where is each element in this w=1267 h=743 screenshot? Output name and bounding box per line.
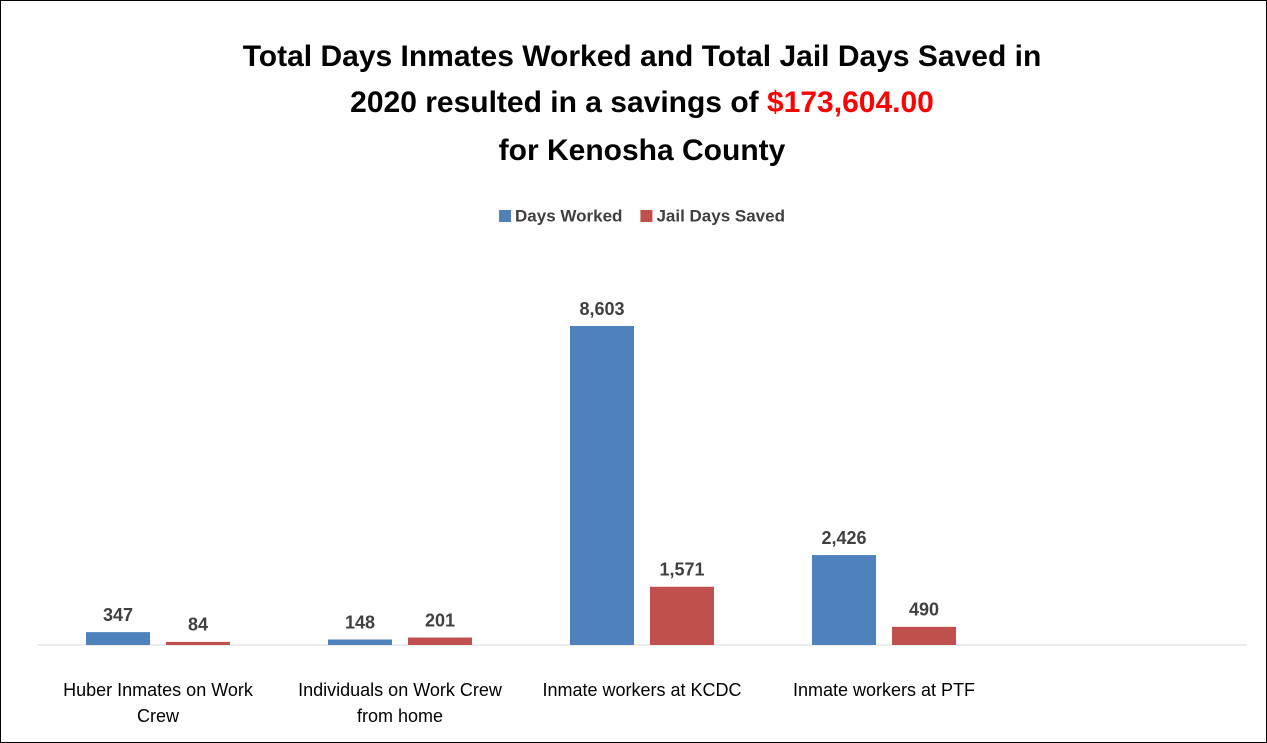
x-tick-label: Inmate workers at KCDC (542, 680, 742, 700)
bar (408, 637, 472, 645)
chart-title: for Kenosha County (499, 134, 786, 167)
chart-title: Total Days Inmates Worked and Total Jail… (243, 40, 1042, 73)
legend-swatch (640, 210, 653, 222)
bar (650, 586, 714, 645)
data-label: 201 (425, 610, 455, 630)
legend-label: Days Worked (515, 206, 622, 225)
legend-label: Jail Days Saved (656, 206, 785, 225)
data-label: 1,571 (659, 559, 704, 579)
data-label: 490 (909, 600, 939, 620)
bar (166, 641, 230, 645)
data-label: 347 (103, 605, 133, 625)
bar (570, 326, 634, 645)
data-label: 84 (188, 615, 208, 635)
bar (812, 555, 876, 645)
data-label: 2,426 (821, 528, 866, 548)
bar (892, 626, 956, 645)
x-tick-label: Individuals on Work Crew from home (298, 680, 502, 726)
bar (86, 632, 150, 645)
chart-title: 2020 resulted in a savings of (350, 86, 760, 119)
chart-title: 2020 resulted in a savings of $173,604.0… (350, 86, 934, 119)
chart-title-highlight: $173,604.00 (767, 86, 934, 119)
bar (328, 639, 392, 645)
data-label: 8,603 (579, 299, 624, 319)
legend-swatch (499, 210, 512, 222)
x-tick-label: Huber Inmates on Work Crew (63, 680, 253, 726)
data-label: 148 (345, 612, 375, 632)
x-tick-label: Inmate workers at PTF (792, 680, 976, 700)
